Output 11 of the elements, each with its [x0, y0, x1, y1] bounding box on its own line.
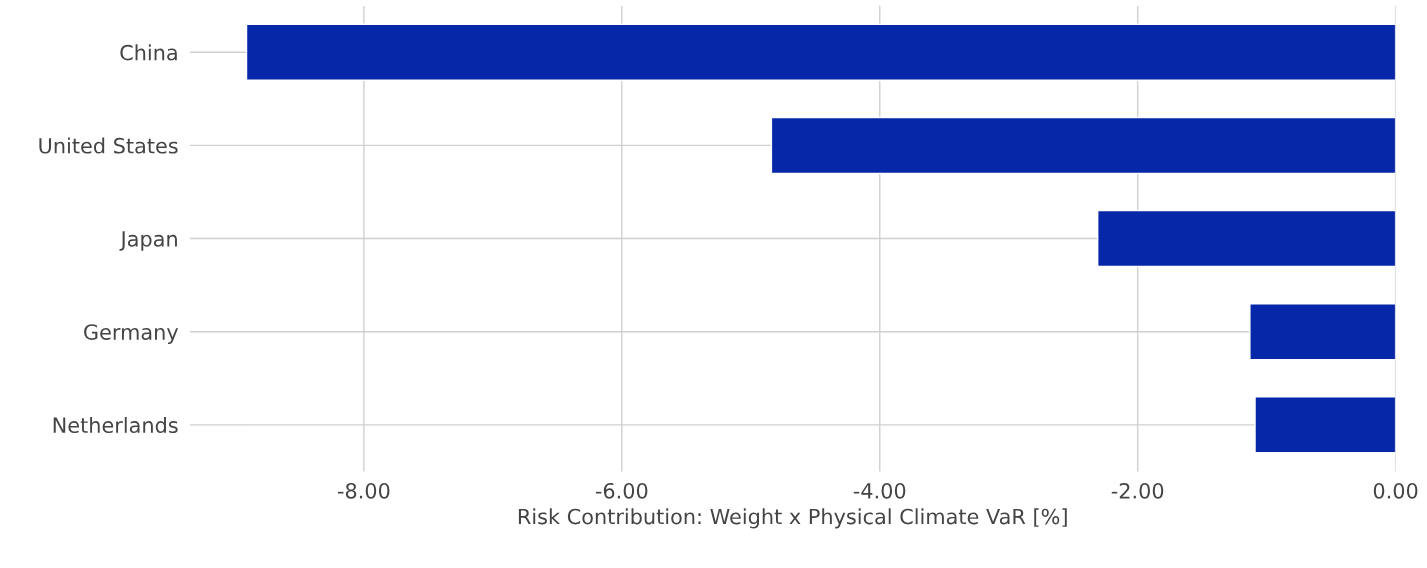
- x-tick-label: 0.00: [1373, 482, 1418, 499]
- y-tick-label: Netherlands: [53, 416, 178, 434]
- y-tick-label: United States: [39, 137, 178, 154]
- y-tick-label: China: [120, 44, 177, 61]
- x-axis-title: Risk Contribution: Weight x Physical Climate VaR [%]: [518, 508, 1067, 529]
- y-tick-label: Germany: [84, 324, 179, 344]
- y-tick-label: Japan: [119, 231, 177, 251]
- x-tick-label: -4.00: [853, 482, 906, 499]
- x-tick-label: -6.00: [595, 482, 648, 499]
- x-tick-label: -2.00: [1111, 482, 1164, 499]
- x-tick-label: -8.00: [337, 482, 390, 499]
